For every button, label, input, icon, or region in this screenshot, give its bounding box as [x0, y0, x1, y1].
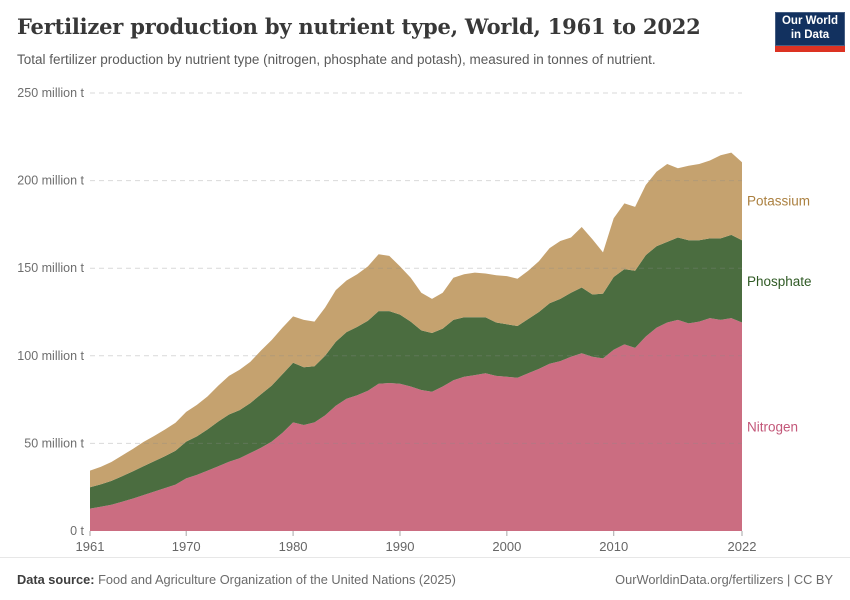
y-axis-label-50: 50 million t: [24, 436, 84, 450]
footer-right: OurWorldinData.org/fertilizers | CC BY: [615, 572, 833, 587]
x-axis-label-1990: 1990: [386, 539, 415, 554]
series-label-nitrogen[interactable]: Nitrogen: [747, 419, 798, 434]
y-axis-label-100: 100 million t: [17, 349, 84, 363]
y-axis-label-200: 200 million t: [17, 174, 84, 188]
series-label-phosphate[interactable]: Phosphate: [747, 274, 812, 289]
owid-logo-line2: in Data: [790, 29, 830, 41]
data-source-text: Food and Agriculture Organization of the…: [94, 571, 456, 587]
series-label-potassium[interactable]: Potassium: [747, 194, 810, 209]
license-label: | CC BY: [783, 571, 833, 587]
owid-url-link[interactable]: OurWorldinData.org/fertilizers: [615, 571, 784, 587]
area-phosphate[interactable]: [90, 234, 742, 509]
y-axis-label-150: 150 million t: [17, 261, 84, 275]
y-axis-label-250: 250 million t: [17, 86, 84, 100]
page-title: Fertilizer production by nutrient type, …: [17, 14, 701, 39]
data-source-note: Data source: Food and Agriculture Organi…: [17, 572, 456, 587]
x-axis-label-2010: 2010: [599, 539, 628, 554]
area-potassium[interactable]: [90, 152, 742, 488]
x-axis-label-2022: 2022: [728, 539, 757, 554]
x-axis-label-2000: 2000: [492, 539, 521, 554]
y-axis-label-0: 0 t: [70, 524, 84, 538]
area-nitrogen[interactable]: [90, 318, 742, 531]
owid-logo-line1: Our World: [781, 15, 838, 28]
x-axis-label-1980: 1980: [279, 539, 308, 554]
x-axis-label-1970: 1970: [172, 539, 201, 554]
data-source-label: Data source:: [17, 571, 95, 587]
x-axis-label-1961: 1961: [76, 539, 105, 554]
owid-logo[interactable]: Our World in Data: [775, 12, 845, 52]
chart-footer: Data source: Food and Agriculture Organi…: [0, 557, 850, 600]
chart-subtitle: Total fertilizer production by nutrient …: [17, 52, 656, 67]
